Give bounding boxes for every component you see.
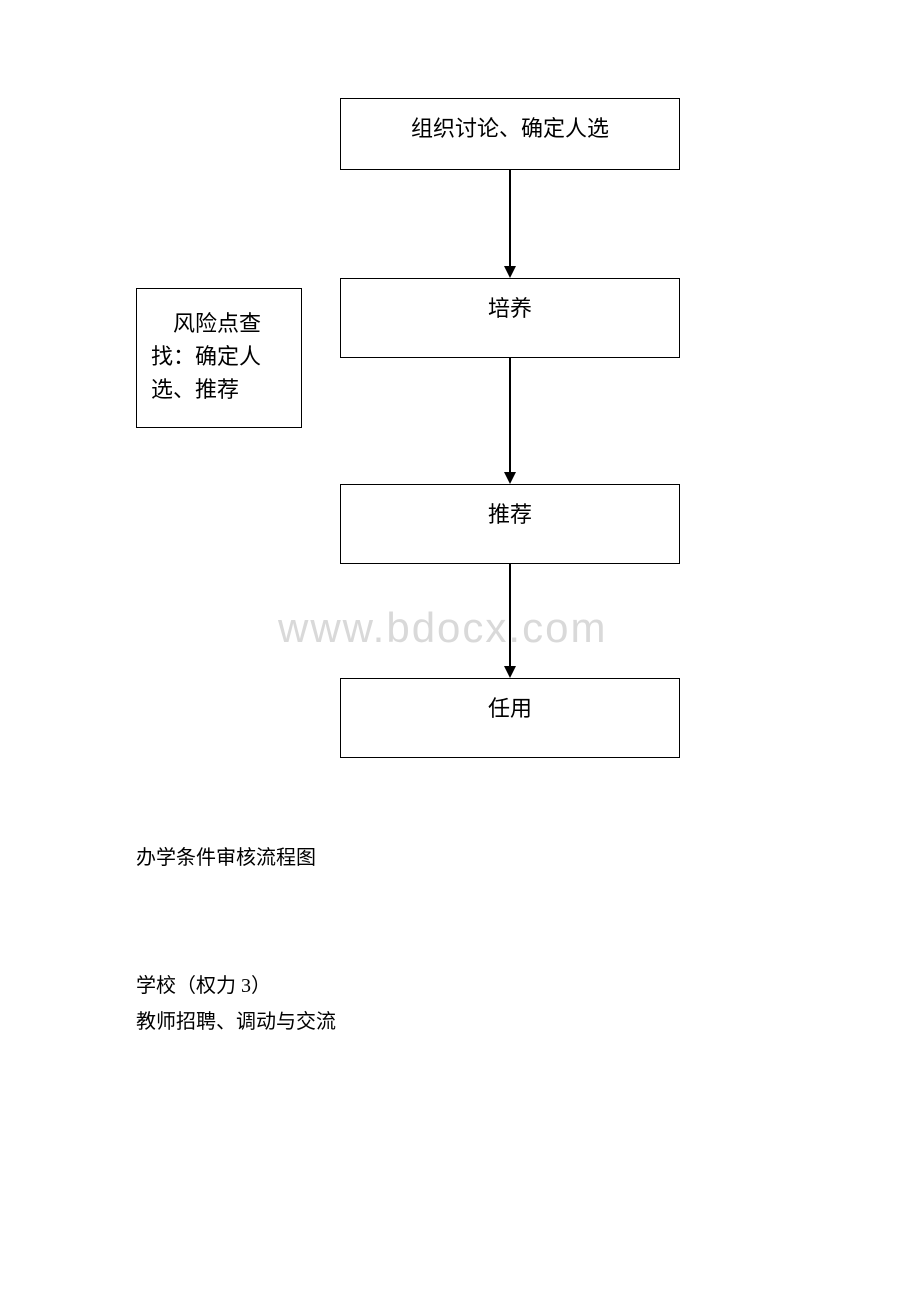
body-text-1: 办学条件审核流程图 — [136, 840, 316, 876]
arrow-1-head — [504, 266, 516, 278]
flow-node-3-label: 推荐 — [488, 497, 532, 529]
body-text-1-content: 办学条件审核流程图 — [136, 847, 316, 869]
side-note-line1: 风险点查 — [151, 307, 287, 340]
flow-node-4: 任用 — [340, 678, 680, 758]
side-note-line2: 找：确定人 — [151, 340, 287, 373]
side-note: 风险点查 找：确定人 选、推荐 — [136, 288, 302, 428]
arrow-2-line — [509, 358, 511, 472]
watermark-text: www.bdocx.com — [278, 604, 607, 651]
body-text-3: 教师招聘、调动与交流 — [136, 1004, 336, 1040]
arrow-3-head — [504, 666, 516, 678]
flow-node-1-label: 组织讨论、确定人选 — [411, 111, 609, 143]
flowchart-container: 组织讨论、确定人选 培养 风险点查 找：确定人 选、推荐 推荐 www.bdoc… — [0, 0, 920, 1302]
arrow-2-head — [504, 472, 516, 484]
flow-node-3: 推荐 — [340, 484, 680, 564]
body-text-3-content: 教师招聘、调动与交流 — [136, 1011, 336, 1033]
flow-node-2-label: 培养 — [488, 291, 532, 323]
flow-node-4-label: 任用 — [488, 691, 532, 723]
arrow-1-line — [509, 170, 511, 266]
body-text-2: 学校（权力 3） — [136, 968, 271, 1004]
watermark: www.bdocx.com — [278, 604, 607, 652]
flow-node-2: 培养 — [340, 278, 680, 358]
side-note-line3: 选、推荐 — [151, 373, 287, 406]
body-text-2-content: 学校（权力 3） — [136, 975, 271, 997]
flow-node-1: 组织讨论、确定人选 — [340, 98, 680, 170]
